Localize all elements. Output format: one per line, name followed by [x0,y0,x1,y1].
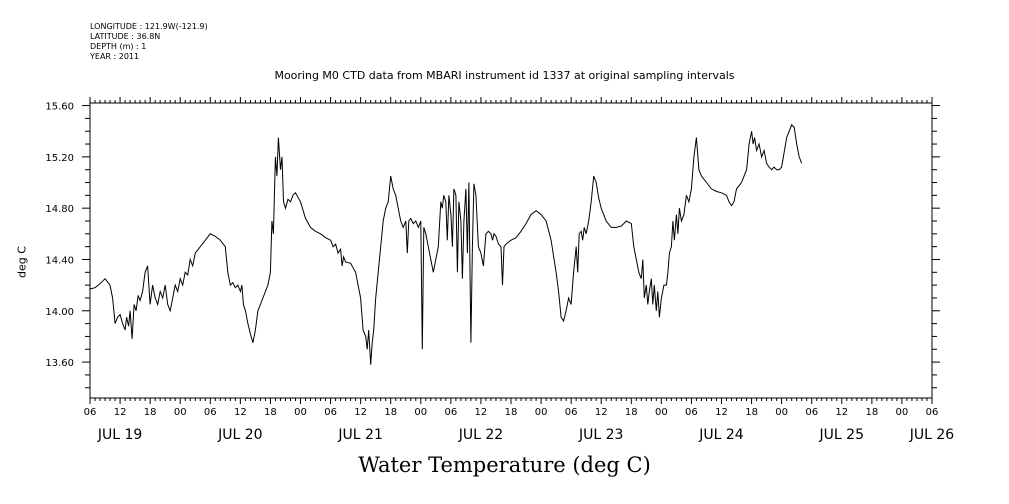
x-tick-label: 06 [805,407,818,418]
x-tick-label: 18 [505,407,518,418]
day-label: JUL 26 [909,427,955,443]
day-label: JUL 21 [337,427,382,443]
x-tick-label: 12 [595,407,608,418]
day-label: JUL 22 [458,427,503,443]
y-tick-label: 15.20 [45,153,74,164]
x-tick-label: 18 [144,407,157,418]
y-tick-label: 13.60 [45,358,74,369]
x-tick-label: 00 [174,407,187,418]
x-tick-label: 00 [655,407,668,418]
x-tick-label: 06 [685,407,698,418]
day-label: JUL 23 [578,427,623,443]
x-tick-label: 06 [926,407,939,418]
x-tick-label: 12 [715,407,728,418]
y-tick-label: 14.80 [45,204,74,215]
metadata-block: LONGITUDE : 121.9W(-121.9) LATITUDE : 36… [90,22,208,62]
x-tick-label: 00 [535,407,548,418]
x-tick-label: 12 [475,407,488,418]
day-label: JUL 24 [698,427,744,443]
x-tick-label: 18 [384,407,397,418]
x-tick-label: 00 [896,407,909,418]
x-tick-label: 18 [865,407,878,418]
x-tick-label: 00 [775,407,788,418]
plot-frame [89,102,933,399]
x-tick-label: 12 [114,407,127,418]
x-tick-label: 06 [84,407,97,418]
y-tick-label: 15.60 [45,102,74,113]
chart-title: Mooring M0 CTD data from MBARI instrumen… [274,69,735,82]
x-tick-label: 18 [745,407,758,418]
x-tick-label: 06 [444,407,457,418]
x-tick-label: 00 [294,407,307,418]
x-tick-label: 12 [354,407,367,418]
day-label: JUL 19 [97,427,142,443]
day-label: JUL 25 [819,427,864,443]
latitude-text: LATITUDE : 36.8N [90,32,161,41]
x-tick-label: 12 [835,407,848,418]
tick-layer [82,97,940,404]
longitude-text: LONGITUDE : 121.9W(-121.9) [90,22,208,31]
x-axis-label: Water Temperature (deg C) [358,453,651,477]
year-text: YEAR : 2011 [90,52,140,61]
depth-text: DEPTH (m) : 1 [90,42,147,51]
tick-label-layer: 06 12 18 00 06 12 18 00 06 12 18 00 06 12 18 00 06 12 18 00… [45,102,954,443]
x-tick-label: 00 [414,407,427,418]
x-tick-label: 06 [204,407,217,418]
x-tick-label: 18 [625,407,638,418]
day-label: JUL 20 [217,427,262,443]
water-temperature-line [89,123,803,365]
y-tick-label: 14.00 [45,307,74,318]
x-tick-label: 06 [565,407,578,418]
y-tick-label: 14.40 [45,255,74,266]
x-tick-label: 06 [324,407,337,418]
x-tick-label: 18 [264,407,277,418]
x-tick-label: 12 [234,407,247,418]
